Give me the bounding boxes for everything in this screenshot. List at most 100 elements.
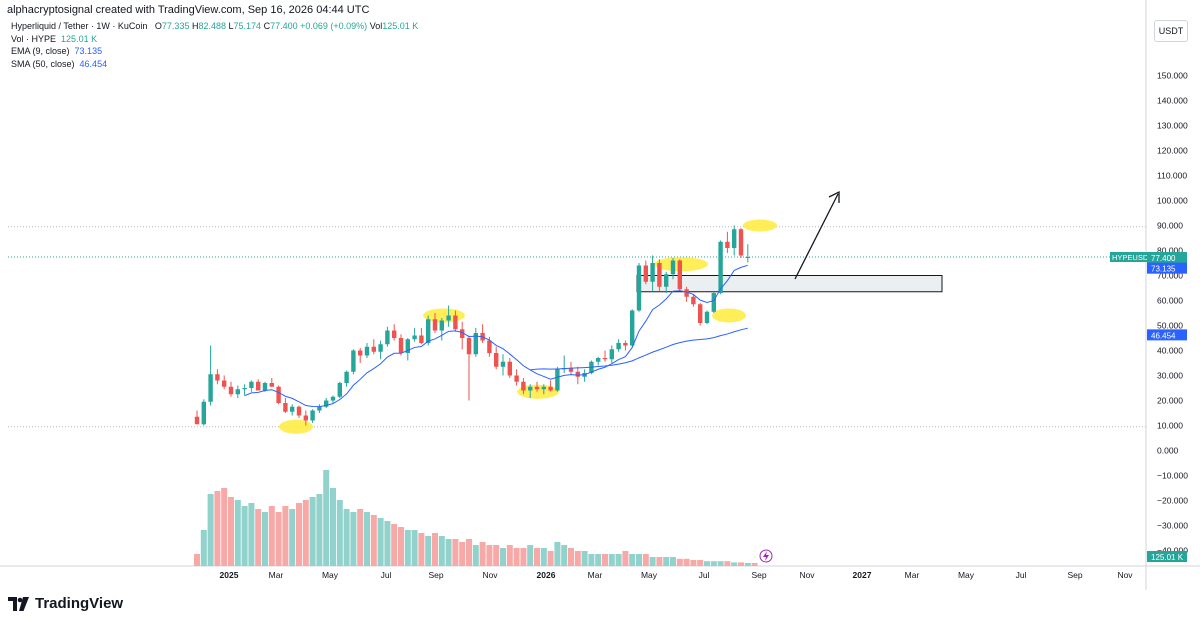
- candle-body: [677, 260, 682, 290]
- candle-body: [494, 353, 499, 367]
- candle-body: [392, 330, 397, 338]
- candle-body: [208, 374, 213, 402]
- volume-bar: [330, 488, 336, 566]
- y-tick-label: 100.000: [1157, 196, 1188, 206]
- candle-body: [249, 381, 254, 388]
- volume-bar: [676, 558, 683, 566]
- volume-bar: [384, 521, 391, 566]
- volume-bar: [561, 545, 568, 566]
- candle-body: [745, 257, 750, 258]
- legend-open-label: O: [154, 21, 162, 31]
- candle-body: [596, 358, 601, 362]
- candle-body: [310, 410, 315, 421]
- y-tick-label: 140.000: [1157, 96, 1188, 106]
- candle-body: [446, 315, 451, 321]
- volume-bar: [520, 548, 527, 566]
- y-tick-label: 70.000: [1157, 271, 1183, 281]
- legend-close-label: C: [263, 21, 271, 31]
- y-tick-label: 80.000: [1157, 246, 1183, 256]
- volume-bar: [717, 561, 724, 566]
- volume-bar: [425, 536, 432, 566]
- lightning-icon: [763, 551, 769, 561]
- highlight-ellipse: [712, 308, 746, 323]
- candle-body: [698, 304, 703, 323]
- volume-bar: [241, 506, 248, 566]
- volume-bar: [234, 500, 241, 566]
- volume-bar: [486, 545, 493, 566]
- y-tick-label: −40.000: [1157, 546, 1188, 556]
- volume-bar: [472, 545, 479, 566]
- volume-bar: [466, 539, 472, 566]
- symbol-price-tag-text: HYPEUSDT: [1112, 253, 1153, 262]
- candle-body: [718, 241, 723, 293]
- candle-body: [290, 406, 295, 412]
- legend-volume-label: Vol · HYPE: [11, 33, 57, 44]
- legend-volume-row[interactable]: Vol · HYPE 125.01 K: [11, 33, 418, 46]
- legend-close: 77.400: [270, 21, 298, 31]
- volume-bar: [432, 533, 438, 566]
- legend-ema-row[interactable]: EMA (9, close) 73.135: [11, 45, 418, 58]
- volume-bar: [608, 554, 615, 566]
- candle-body: [711, 293, 716, 312]
- x-tick-label: Sep: [428, 570, 443, 580]
- candle-body: [439, 320, 444, 331]
- y-tick-label: 20.000: [1157, 396, 1183, 406]
- volume-bar: [574, 551, 581, 566]
- volume-bar: [377, 518, 384, 566]
- candle-body: [324, 400, 329, 407]
- x-tick-label: Sep: [1067, 570, 1082, 580]
- volume-bar: [214, 491, 221, 566]
- x-tick-label: Mar: [269, 570, 284, 580]
- volume-bar: [738, 562, 744, 566]
- y-tick-label: 60.000: [1157, 296, 1183, 306]
- candle-body: [664, 274, 669, 287]
- x-tick-label: May: [322, 570, 339, 580]
- candle-body: [636, 265, 642, 311]
- projection-arrow-head: [828, 190, 840, 203]
- tradingview-logo-icon: [8, 596, 29, 611]
- x-tick-label: Nov: [1117, 570, 1133, 580]
- candle-body: [378, 344, 383, 352]
- volume-bar: [622, 551, 629, 566]
- volume-bar: [642, 554, 649, 566]
- x-tick-label: 2026: [537, 570, 556, 580]
- candle-body: [568, 368, 574, 372]
- chart-caption: alphacryptosignal created with TradingVi…: [7, 4, 370, 16]
- volume-bar: [228, 497, 234, 566]
- volume-bar: [581, 551, 588, 566]
- candle-body: [541, 386, 546, 390]
- tradingview-logo: TradingView: [8, 595, 123, 612]
- x-tick-label: May: [958, 570, 975, 580]
- currency-button[interactable]: USDT: [1154, 20, 1188, 42]
- volume-bar: [690, 560, 697, 566]
- candle-body: [201, 401, 206, 425]
- x-tick-label: Jul: [699, 570, 710, 580]
- y-tick-label: 50.000: [1157, 321, 1183, 331]
- candle-body: [303, 415, 308, 421]
- volume-bar: [282, 506, 289, 566]
- candle-body: [575, 371, 580, 377]
- volume-bar: [479, 542, 486, 566]
- volume-bar: [629, 554, 636, 566]
- x-tick-label: Jul: [381, 570, 392, 580]
- volume-bar: [670, 557, 676, 566]
- volume-bar: [568, 548, 574, 566]
- candle-body: [500, 361, 506, 367]
- ema-price-label: [1147, 262, 1187, 274]
- volume-bar: [697, 560, 704, 566]
- legend-sma-row[interactable]: SMA (50, close) 46.454: [11, 58, 418, 71]
- x-tick-label: Mar: [905, 570, 920, 580]
- volume-bar: [704, 561, 710, 566]
- candle-body: [548, 386, 553, 391]
- symbol-price-tag: [1110, 252, 1147, 262]
- candle-body: [725, 241, 730, 248]
- legend-symbol[interactable]: Hyperliquid / Tether · 1W · KuCoin: [11, 21, 148, 31]
- volume-bar: [194, 554, 200, 566]
- volume-bar: [656, 557, 663, 566]
- volume-bar: [602, 554, 608, 566]
- candle-body: [283, 403, 288, 412]
- candle-body: [453, 315, 458, 330]
- legend-vol: 125.01 K: [382, 21, 419, 31]
- candle-body: [514, 375, 519, 382]
